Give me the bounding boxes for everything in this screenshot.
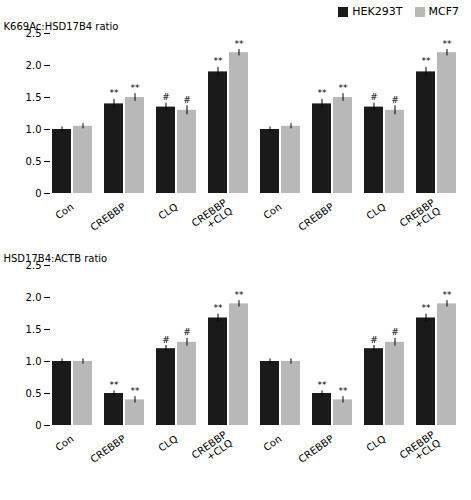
svg-text:CREBBP+CLQ: CREBBP+CLQ xyxy=(190,197,235,237)
svg-text:**: ** xyxy=(318,380,328,390)
svg-text:**: ** xyxy=(214,303,224,313)
svg-text:2.0: 2.0 xyxy=(26,60,42,71)
svg-text:1.0: 1.0 xyxy=(26,124,42,135)
svg-text:1.5: 1.5 xyxy=(26,324,42,335)
svg-text:**: ** xyxy=(131,83,141,93)
svg-text:0.5: 0.5 xyxy=(26,388,42,399)
svg-text:CREBBP+CLQ: CREBBP+CLQ xyxy=(190,429,235,469)
svg-text:**: ** xyxy=(443,290,453,300)
svg-text:**: ** xyxy=(318,88,328,98)
svg-text:**: ** xyxy=(110,380,120,390)
svg-text:#: # xyxy=(183,95,191,105)
svg-text:CREBBP: CREBBP xyxy=(88,433,127,465)
svg-text:CREBBP: CREBBP xyxy=(296,433,335,465)
svg-text:Con: Con xyxy=(53,201,75,221)
svg-text:#: # xyxy=(183,327,191,337)
svg-text:Con: Con xyxy=(261,433,283,453)
svg-text:2.5: 2.5 xyxy=(25,259,42,271)
svg-text:**: ** xyxy=(422,56,432,66)
svg-text:#: # xyxy=(370,335,378,345)
svg-text:CLQ: CLQ xyxy=(156,433,179,454)
svg-text:0: 0 xyxy=(35,188,41,199)
html-text:HEK293T: HEK293T xyxy=(352,4,403,18)
svg-text:**: ** xyxy=(214,56,224,66)
svg-text:1.5: 1.5 xyxy=(26,92,42,103)
svg-text:#: # xyxy=(162,92,170,102)
svg-text:2.5: 2.5 xyxy=(25,27,42,39)
svg-text:**: ** xyxy=(339,83,349,93)
svg-text:CREBBP+CLQ: CREBBP+CLQ xyxy=(398,429,443,469)
svg-text:CLQ: CLQ xyxy=(156,201,179,222)
svg-text:CLQ: CLQ xyxy=(364,433,387,454)
svg-text:0: 0 xyxy=(35,420,41,431)
svg-text:Con: Con xyxy=(261,201,283,221)
svg-text:#: # xyxy=(391,327,399,337)
svg-text:**: ** xyxy=(443,39,453,49)
svg-text:#: # xyxy=(162,335,170,345)
svg-text:#: # xyxy=(391,95,399,105)
svg-text:Con: Con xyxy=(53,433,75,453)
svg-text:2.0: 2.0 xyxy=(26,292,42,303)
svg-text:**: ** xyxy=(131,386,141,396)
svg-text:HSD17B4:ACTB ratio: HSD17B4:ACTB ratio xyxy=(4,253,108,264)
svg-text:CREBBP: CREBBP xyxy=(88,201,127,233)
svg-text:**: ** xyxy=(339,386,349,396)
svg-text:**: ** xyxy=(110,88,120,98)
svg-text:1.0: 1.0 xyxy=(26,356,42,367)
svg-text:0.5: 0.5 xyxy=(26,156,42,167)
svg-text:**: ** xyxy=(422,303,432,313)
html-text:MCF7: MCF7 xyxy=(428,4,459,18)
svg-text:#: # xyxy=(370,92,378,102)
svg-text:CREBBP+CLQ: CREBBP+CLQ xyxy=(398,197,443,237)
svg-text:CLQ: CLQ xyxy=(364,201,387,222)
svg-text:**: ** xyxy=(235,290,245,300)
svg-text:CREBBP: CREBBP xyxy=(296,201,335,233)
svg-text:K669Ac:HSD17B4 ratio: K669Ac:HSD17B4 ratio xyxy=(4,21,119,32)
svg-text:**: ** xyxy=(235,39,245,49)
